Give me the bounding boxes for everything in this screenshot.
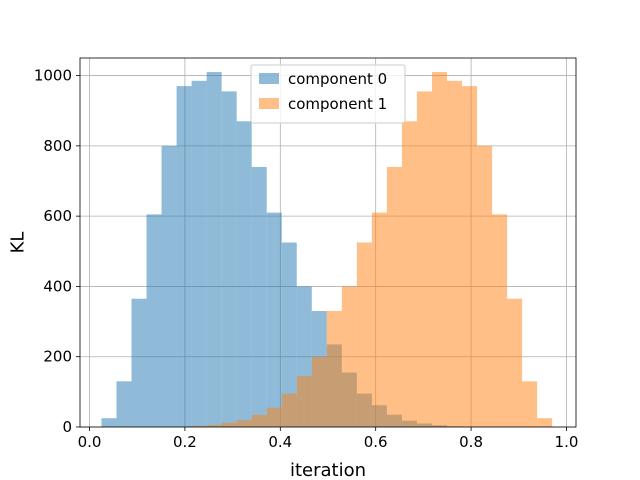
bar-component-0: [206, 72, 222, 428]
x-tick-label: 1.0: [555, 433, 579, 451]
bar-component-1: [221, 422, 237, 427]
plot-frame: [79, 57, 577, 428]
bar-component-1: [191, 425, 207, 427]
bar-component-1: [266, 407, 282, 427]
x-tick-label: 0.6: [364, 433, 388, 451]
bar-component-1: [386, 166, 402, 427]
bar-component-0: [131, 298, 147, 427]
bar-component-0: [146, 214, 162, 427]
bar-component-1: [356, 242, 372, 427]
legend: component 0 component 1: [250, 64, 406, 124]
legend-box: [250, 64, 406, 124]
legend-label-component-0: component 0: [288, 70, 387, 88]
bar-component-1: [401, 121, 417, 427]
y-tick-label: 400: [43, 277, 72, 295]
bar-component-0: [281, 242, 297, 427]
legend-label-component-1: component 1: [288, 95, 387, 113]
bar-component-1: [311, 356, 327, 427]
bar-component-0: [251, 166, 267, 427]
bar-component-1: [416, 91, 432, 427]
bar-component-1: [522, 381, 538, 427]
x-tick-label: 0.2: [173, 433, 197, 451]
y-tick-label: 1000: [34, 67, 72, 85]
bar-component-0: [266, 212, 282, 427]
y-tick-label: 200: [43, 348, 72, 366]
legend-swatch-component-0: [259, 73, 279, 84]
x-tick-label: 0.0: [78, 433, 102, 451]
series-component-1-bars: [176, 72, 553, 428]
bar-component-0: [221, 91, 237, 427]
y-tick-label: 800: [43, 137, 72, 155]
bar-component-1: [537, 418, 553, 427]
y-axis-label: KL: [7, 232, 28, 254]
bar-component-1: [281, 393, 297, 427]
y-tick-label: 600: [43, 207, 72, 225]
bar-component-1: [206, 424, 222, 427]
bar-component-1: [236, 419, 252, 427]
bar-component-0: [191, 80, 207, 427]
bar-component-1: [462, 86, 478, 427]
bar-component-1: [492, 214, 508, 427]
bar-component-1: [507, 298, 523, 427]
bar-component-1: [251, 414, 267, 427]
bar-component-0: [116, 381, 132, 427]
x-axis-label: iteration: [290, 460, 366, 480]
y-axis-ticks: 0 200 400 600 800 1000: [34, 67, 80, 436]
legend-swatch-component-1: [259, 98, 279, 109]
x-tick-label: 0.8: [459, 433, 483, 451]
bar-component-1: [477, 145, 493, 427]
bar-component-1: [446, 80, 463, 427]
bar-component-0: [161, 145, 177, 427]
y-tick-label: 0: [62, 418, 72, 436]
bar-component-1: [326, 311, 342, 427]
bar-component-0: [176, 86, 192, 427]
bar-component-1: [431, 72, 447, 428]
bar-component-1: [296, 376, 312, 427]
x-axis-ticks: 0.0 0.2 0.4 0.6 0.8 1.0: [78, 427, 579, 451]
bar-component-0: [101, 418, 117, 427]
x-tick-label: 0.4: [268, 433, 292, 451]
bar-component-1: [341, 286, 357, 427]
bar-component-0: [236, 121, 252, 427]
bar-component-1: [371, 212, 387, 427]
